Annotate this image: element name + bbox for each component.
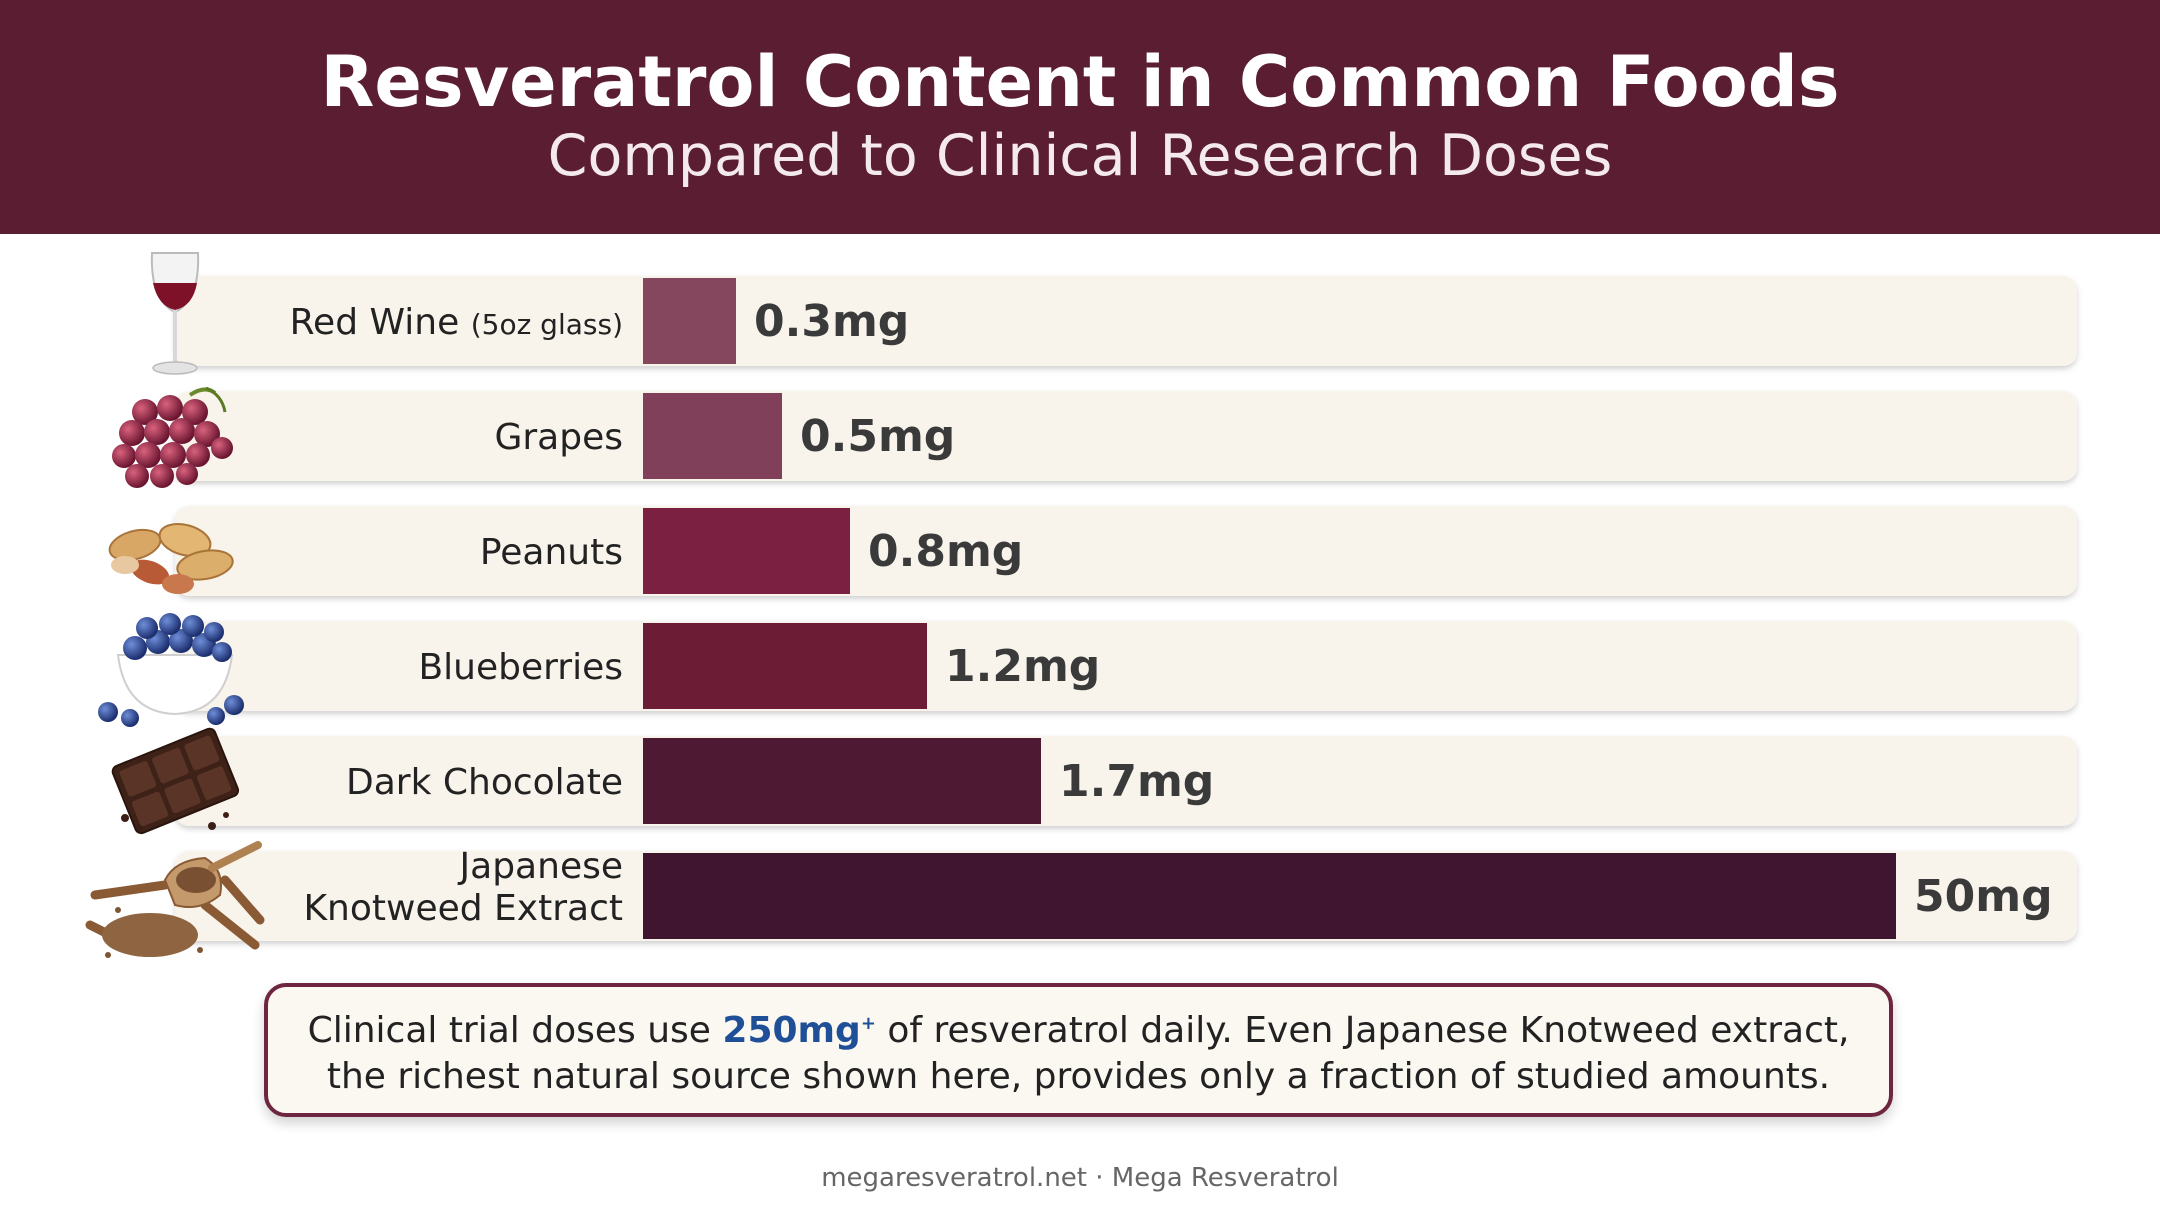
bar <box>643 278 736 364</box>
bar-chart: Red Wine (5oz glass) 0.3mg Grapes 0.5mg Pean… <box>85 252 2077 958</box>
category-label: Japanese <box>458 846 623 887</box>
clinical-dose-highlight: 250mg <box>722 1009 861 1051</box>
category-label: Blueberries <box>418 647 623 688</box>
chart-row: Blueberries 1.2mg <box>175 621 2077 711</box>
red-wine-glass-icon <box>150 252 200 375</box>
bar <box>643 393 782 479</box>
row-background <box>175 506 2077 596</box>
page-subtitle: Compared to Clinical Research Doses <box>547 123 1613 189</box>
clinical-dose-callout: Clinical trial doses use 250mg+ of resve… <box>264 983 1893 1117</box>
chart-row: Red Wine (5oz glass) 0.3mg <box>175 276 2077 366</box>
knotweed-root-powder-icon <box>85 841 265 958</box>
chart-row: Peanuts 0.8mg <box>175 506 2077 596</box>
value-label: 0.5mg <box>800 411 955 462</box>
footer-credit: megaresveratrol.net · Mega Resveratrol <box>821 1163 1339 1193</box>
value-label: 0.3mg <box>754 296 909 347</box>
bar <box>643 623 927 709</box>
callout-text-after: of resveratrol daily. Even Japanese Knot… <box>875 1009 1850 1051</box>
category-label: Red Wine (5oz glass) <box>290 302 623 343</box>
peanuts-icon <box>108 523 234 594</box>
callout-text-before: Clinical trial doses use <box>307 1009 723 1051</box>
category-label: Knotweed Extract <box>303 888 623 929</box>
value-label: 50mg <box>1914 871 2053 922</box>
blueberries-bowl-icon <box>98 613 244 727</box>
category-label: Dark Chocolate <box>346 762 623 803</box>
chart-row: Dark Chocolate 1.7mg <box>175 736 2077 826</box>
category-label: Peanuts <box>480 532 623 573</box>
chart-row: Grapes 0.5mg <box>175 391 2077 481</box>
bar <box>643 853 1896 939</box>
header-banner: Resveratrol Content in Common Foods Comp… <box>0 0 2160 234</box>
dark-chocolate-icon <box>111 727 240 835</box>
callout-line-1: Clinical trial doses use 250mg+ of resve… <box>308 1001 1850 1054</box>
callout-line-2: the richest natural source shown here, p… <box>326 1055 1831 1097</box>
bar <box>643 508 850 594</box>
dose-superscript: + <box>860 1012 876 1034</box>
category-label-note: (5oz glass) <box>471 308 623 341</box>
grapes-icon <box>112 386 233 488</box>
value-label: 1.2mg <box>945 641 1100 692</box>
value-label: 0.8mg <box>868 526 1023 577</box>
bar <box>643 738 1041 824</box>
value-label: 1.7mg <box>1059 756 1214 807</box>
category-label: Grapes <box>494 417 623 458</box>
page-title: Resveratrol Content in Common Foods <box>320 41 1840 123</box>
row-background <box>175 391 2077 481</box>
